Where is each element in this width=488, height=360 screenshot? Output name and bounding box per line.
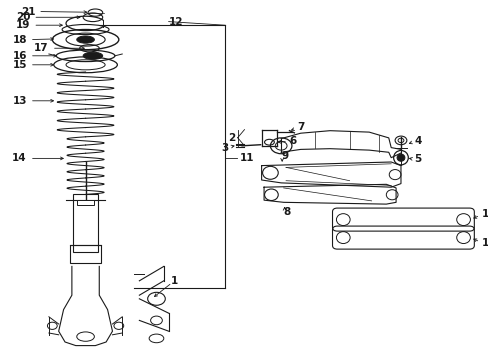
- Text: 13: 13: [12, 96, 27, 106]
- Ellipse shape: [83, 52, 102, 59]
- Text: 4: 4: [414, 136, 421, 146]
- Text: 14: 14: [12, 153, 27, 163]
- Text: 5: 5: [414, 154, 421, 164]
- Text: 21: 21: [20, 6, 35, 17]
- Text: 6: 6: [289, 136, 296, 147]
- Text: 16: 16: [12, 51, 27, 61]
- Text: 18: 18: [12, 35, 27, 45]
- Text: 10: 10: [481, 209, 488, 219]
- Text: 8: 8: [283, 207, 290, 217]
- Text: 11: 11: [239, 153, 254, 163]
- Text: 20: 20: [16, 12, 30, 22]
- Text: 2: 2: [228, 133, 235, 143]
- Text: 10: 10: [481, 238, 488, 248]
- Text: 15: 15: [12, 60, 27, 70]
- Text: 17: 17: [34, 43, 49, 53]
- Text: 12: 12: [168, 17, 183, 27]
- Text: 9: 9: [281, 150, 288, 161]
- Ellipse shape: [77, 36, 94, 43]
- Ellipse shape: [396, 154, 404, 161]
- Text: 3: 3: [221, 143, 228, 153]
- Bar: [70, 245, 101, 263]
- Bar: [77, 200, 94, 205]
- Text: 7: 7: [296, 122, 304, 132]
- Text: 1: 1: [171, 276, 178, 286]
- Text: 19: 19: [16, 20, 30, 30]
- Bar: [73, 194, 98, 252]
